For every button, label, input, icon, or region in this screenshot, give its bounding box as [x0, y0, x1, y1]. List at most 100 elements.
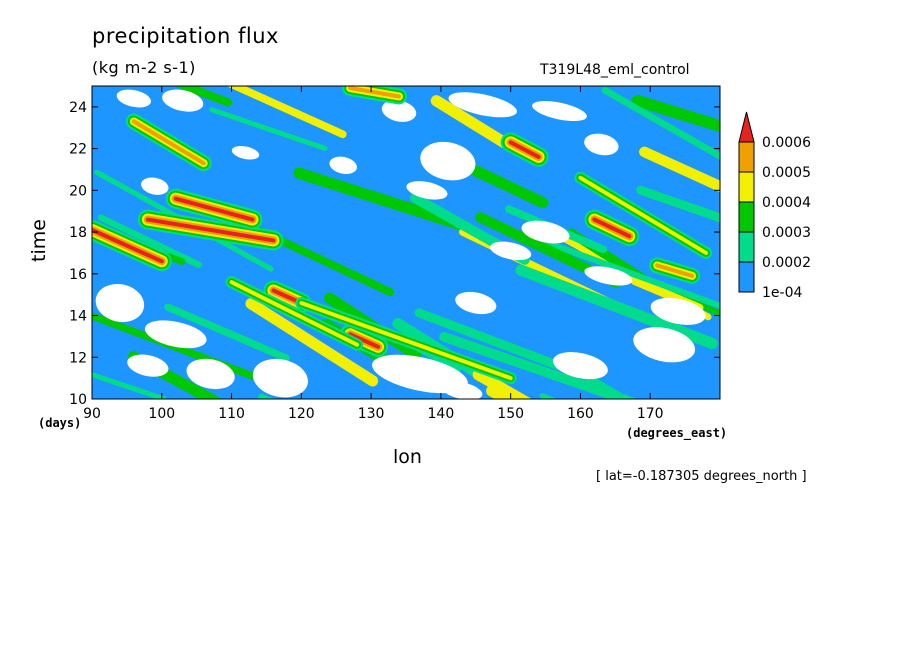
colorbar-extend-arrow — [738, 111, 755, 143]
streak-contour — [145, 217, 276, 243]
dry-region — [650, 297, 706, 325]
x-tick-label: 170 — [637, 406, 664, 422]
dry-region — [521, 220, 570, 244]
rain-band — [226, 86, 347, 139]
precip-streak — [137, 209, 284, 251]
colorbar-segment — [738, 141, 755, 173]
dry-region — [116, 89, 152, 108]
precip-streak — [165, 188, 263, 230]
dry-region — [381, 100, 417, 122]
colorbar-label: 0.0005 — [762, 165, 811, 181]
y-tick-label: 24 — [69, 100, 87, 116]
dry-region — [420, 141, 476, 181]
dry-region — [252, 358, 308, 398]
dry-region — [329, 156, 357, 174]
y-tick-label: 10 — [69, 392, 87, 408]
y-tick-label: 18 — [69, 225, 87, 241]
rain-band — [209, 107, 328, 151]
colorbar-label: 0.0004 — [762, 195, 811, 211]
rain-band — [245, 298, 379, 387]
dry-region — [162, 89, 204, 112]
precip-streak — [340, 324, 389, 357]
rain-band — [293, 167, 470, 232]
colorbar-segment — [738, 201, 755, 233]
rain-band — [430, 95, 520, 154]
chart-title: precipitation flux — [92, 24, 279, 48]
x-tick-label: 100 — [148, 406, 175, 422]
x-tick-label: 140 — [428, 406, 455, 422]
rain-band — [636, 185, 720, 223]
rain-band — [515, 264, 718, 350]
streak-contour — [508, 140, 541, 159]
rain-band — [559, 359, 632, 399]
dry-region — [141, 177, 169, 195]
y-tick-label: 22 — [69, 142, 87, 158]
y-tick-label: 14 — [69, 309, 87, 325]
dry-region — [127, 354, 169, 377]
y-tick-label: 20 — [69, 183, 87, 199]
precip-streak — [225, 276, 364, 351]
streak-contour — [348, 332, 381, 349]
colorbar-segment — [738, 171, 755, 203]
dry-region — [532, 101, 587, 122]
streak-contour — [655, 263, 695, 278]
streak-contour — [229, 280, 360, 347]
rain-band — [164, 303, 290, 362]
streak-contour — [299, 301, 513, 381]
x-tick-label: 90 — [83, 406, 101, 422]
colorbar-segment — [738, 261, 755, 293]
x-axis-label: lon — [393, 446, 422, 468]
dry-region — [448, 92, 517, 118]
precip-streak — [125, 113, 212, 172]
colorbar-segment — [738, 231, 755, 263]
dry-region — [584, 266, 633, 286]
precip-streak — [574, 171, 713, 259]
dry-region — [144, 320, 207, 349]
streak-contour — [578, 175, 709, 255]
dry-region — [455, 291, 497, 315]
colorbar-label: 0.0003 — [762, 225, 811, 241]
x-tick-label: 130 — [358, 406, 385, 422]
rain-band — [414, 308, 584, 379]
dry-region — [406, 181, 448, 200]
precip-streak — [584, 209, 640, 247]
precip-streak — [295, 297, 517, 385]
dry-region — [553, 352, 608, 380]
dry-region — [490, 241, 532, 261]
colorbar-label: 0.0006 — [762, 135, 811, 151]
rain-band — [97, 214, 202, 268]
dry-region — [441, 381, 483, 399]
rain-band — [639, 146, 720, 193]
precip-streak — [92, 219, 172, 272]
streak-contour — [348, 86, 402, 99]
rain-band — [127, 351, 223, 399]
dry-region — [633, 327, 696, 363]
streak-contour — [173, 196, 255, 222]
dry-region — [231, 145, 260, 160]
rain-band — [601, 86, 720, 161]
colorbar-label: 0.0002 — [762, 255, 811, 271]
rain-band — [439, 332, 638, 399]
x-tick-label: 160 — [567, 406, 594, 422]
rain-band — [631, 94, 720, 133]
precip-streak — [342, 86, 408, 105]
colorbar: 1e-04 0.0002 0.0003 0.0004 0.0005 0.0006 — [738, 111, 811, 301]
x-tick-label: 150 — [497, 406, 524, 422]
run-label: T319L48_eml_control — [540, 62, 690, 78]
streak-contour — [92, 227, 164, 264]
rain-band — [92, 371, 167, 399]
streak-contour — [131, 119, 206, 166]
dry-region — [584, 133, 619, 156]
rain-band — [545, 240, 720, 310]
x-tick-label: 120 — [288, 406, 315, 422]
latitude-footnote: [ lat=-0.187305 degrees_north ] — [596, 469, 807, 484]
precip-streak — [649, 257, 701, 284]
y-tick-label: 12 — [69, 350, 87, 366]
rain-band — [173, 86, 233, 107]
x-axis-units: (degrees_east) — [626, 426, 728, 440]
rain-band — [472, 368, 532, 399]
x-tick-label: 110 — [218, 406, 245, 422]
colorbar-label: 1e-04 — [762, 285, 802, 301]
dry-region — [95, 283, 145, 323]
